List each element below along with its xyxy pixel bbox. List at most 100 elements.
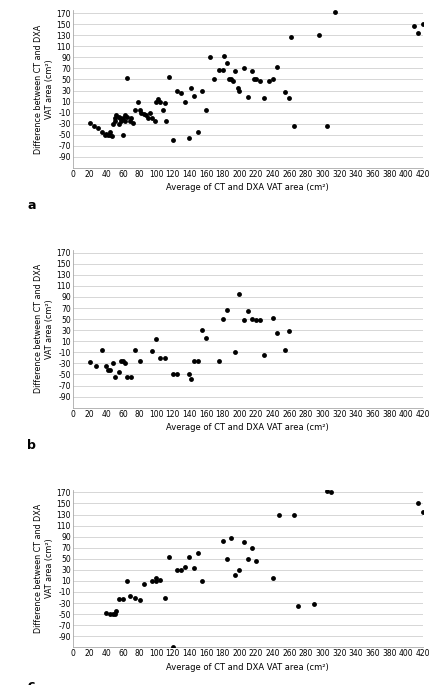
Point	[118, 116, 125, 127]
Point	[199, 85, 205, 96]
Point	[323, 486, 330, 497]
Point	[109, 119, 116, 129]
Point	[311, 599, 318, 610]
Point	[202, 333, 209, 344]
Point	[113, 110, 120, 121]
Point	[124, 372, 130, 383]
Point	[118, 355, 125, 366]
Point	[146, 107, 153, 118]
Point	[99, 127, 106, 138]
Point	[124, 112, 130, 123]
Point	[124, 575, 130, 586]
Point	[140, 108, 147, 119]
Point	[107, 364, 114, 375]
Point	[265, 75, 272, 86]
Text: a: a	[27, 199, 36, 212]
Point	[153, 96, 160, 107]
Point	[219, 536, 226, 547]
Point	[194, 355, 201, 366]
Point	[169, 135, 176, 146]
Point	[154, 93, 161, 104]
Point	[91, 121, 97, 132]
Point	[253, 74, 260, 85]
Point	[215, 64, 222, 75]
Point	[138, 107, 145, 118]
Point	[109, 130, 115, 141]
Point	[419, 18, 426, 29]
Point	[115, 593, 122, 604]
Point	[136, 104, 143, 115]
Point	[126, 116, 133, 127]
Point	[273, 61, 280, 72]
Point	[122, 110, 129, 121]
Point	[315, 29, 322, 40]
Point	[145, 113, 151, 124]
Point	[157, 96, 164, 107]
Point	[169, 642, 176, 653]
Point	[132, 104, 139, 115]
Point	[119, 113, 126, 124]
Point	[136, 355, 143, 366]
Point	[257, 75, 264, 86]
Point	[261, 349, 268, 360]
Point	[107, 129, 114, 140]
Point	[119, 355, 126, 366]
Point	[119, 129, 126, 140]
Point	[165, 551, 172, 562]
Point	[101, 129, 108, 140]
Point	[415, 498, 422, 509]
Point	[245, 92, 251, 103]
Point	[132, 344, 139, 355]
Point	[182, 96, 189, 107]
Point	[188, 373, 195, 384]
Point	[103, 608, 110, 619]
Point	[224, 304, 230, 315]
Point	[328, 487, 335, 498]
Point	[115, 366, 122, 377]
Point	[186, 551, 193, 562]
Point	[230, 75, 236, 86]
Point	[136, 595, 143, 606]
Point	[124, 73, 130, 84]
Point	[132, 592, 139, 603]
Point	[115, 112, 122, 123]
Point	[290, 121, 297, 132]
Point	[105, 364, 112, 375]
Point	[174, 564, 181, 575]
Y-axis label: Difference between CT and DXA
VAT area (cm²): Difference between CT and DXA VAT area (…	[34, 504, 54, 633]
Point	[178, 564, 184, 575]
Point	[287, 32, 294, 43]
Point	[232, 570, 239, 581]
Point	[153, 334, 160, 345]
Y-axis label: Difference between CT and DXA
VAT area (cm²): Difference between CT and DXA VAT area (…	[34, 264, 54, 393]
Point	[215, 355, 222, 366]
X-axis label: Average of CT and DXA VAT area (cm²): Average of CT and DXA VAT area (cm²)	[166, 423, 329, 432]
Y-axis label: Difference between CT and DXA
VAT area (cm²): Difference between CT and DXA VAT area (…	[34, 25, 54, 153]
Point	[269, 73, 276, 84]
Point	[232, 66, 239, 77]
Point	[160, 104, 166, 115]
Point	[411, 21, 418, 32]
Point	[140, 578, 147, 589]
Point	[228, 533, 235, 544]
Point	[290, 509, 297, 520]
Point	[190, 355, 197, 366]
Point	[282, 87, 289, 98]
Point	[86, 357, 93, 368]
Point	[86, 117, 93, 128]
Point	[202, 104, 209, 115]
Point	[186, 132, 193, 143]
Point	[111, 372, 118, 383]
Point	[248, 66, 255, 77]
Point	[153, 573, 160, 584]
Point	[261, 92, 268, 103]
Point	[236, 289, 243, 300]
Point	[174, 85, 181, 96]
Point	[109, 358, 116, 369]
Point	[199, 575, 205, 586]
Point	[188, 82, 195, 93]
Point	[224, 58, 230, 68]
Point	[157, 574, 164, 585]
Point	[157, 352, 164, 363]
Point	[134, 96, 141, 107]
